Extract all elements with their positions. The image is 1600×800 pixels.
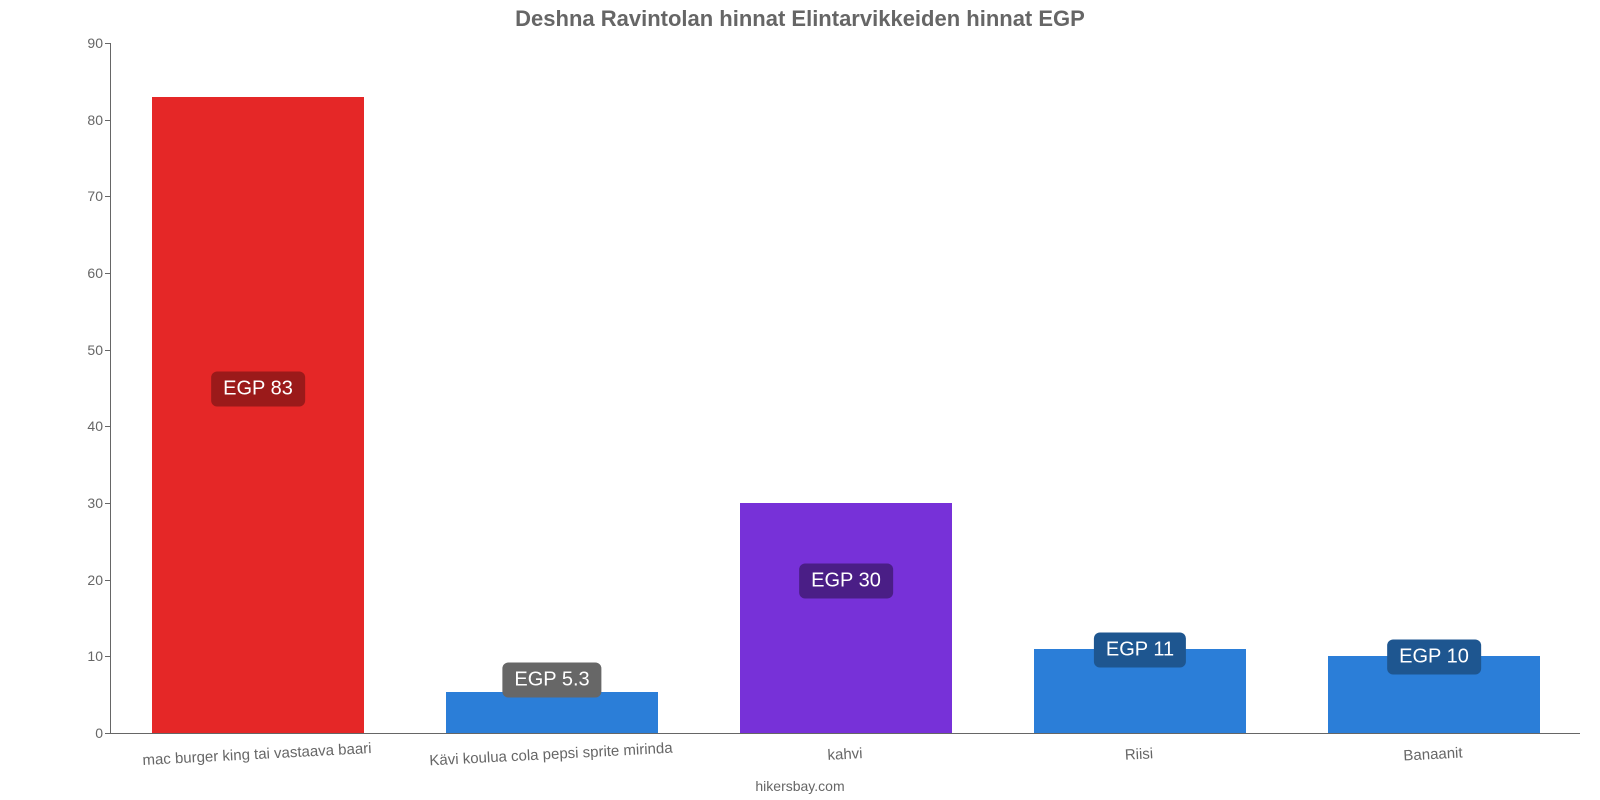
bar-value-label: EGP 30	[799, 563, 893, 598]
chart-container: Deshna Ravintolan hinnat Elintarvikkeide…	[0, 0, 1600, 800]
y-tick-label: 50	[71, 342, 103, 358]
bar	[446, 692, 658, 733]
y-tick-label: 40	[71, 418, 103, 434]
attribution-text: hikersbay.com	[0, 778, 1600, 794]
y-tick-label: 60	[71, 265, 103, 281]
y-tick-label: 70	[71, 188, 103, 204]
y-tick-label: 20	[71, 572, 103, 588]
y-tick-label: 0	[71, 725, 103, 741]
y-tick-label: 90	[71, 35, 103, 51]
y-tick-label: 10	[71, 648, 103, 664]
y-tick-label: 30	[71, 495, 103, 511]
x-axis-label: Kävi koulua cola pepsi sprite mirinda	[429, 740, 673, 770]
plot-area: 0102030405060708090 EGP 83EGP 5.3EGP 30E…	[110, 44, 1580, 734]
bar	[152, 97, 364, 733]
bar-value-label: EGP 83	[211, 372, 305, 407]
bar-value-label: EGP 5.3	[502, 663, 601, 698]
x-axis-label: Banaanit	[1403, 744, 1463, 764]
x-axis-label: kahvi	[827, 745, 863, 764]
y-tick-label: 80	[71, 112, 103, 128]
x-axis-label: Riisi	[1124, 745, 1153, 763]
x-axis-labels: mac burger king tai vastaava baari Kävi k…	[110, 736, 1580, 776]
x-axis-label: mac burger king tai vastaava baari	[142, 740, 372, 769]
bar-value-label: EGP 10	[1387, 640, 1481, 675]
chart-title: Deshna Ravintolan hinnat Elintarvikkeide…	[0, 6, 1600, 32]
bar-value-label: EGP 11	[1094, 632, 1186, 667]
y-tick-mark	[105, 733, 111, 734]
bar	[740, 503, 952, 733]
bars-group: EGP 83 EGP 5.3 EGP 30 EGP 11 EGP 10	[111, 44, 1580, 733]
